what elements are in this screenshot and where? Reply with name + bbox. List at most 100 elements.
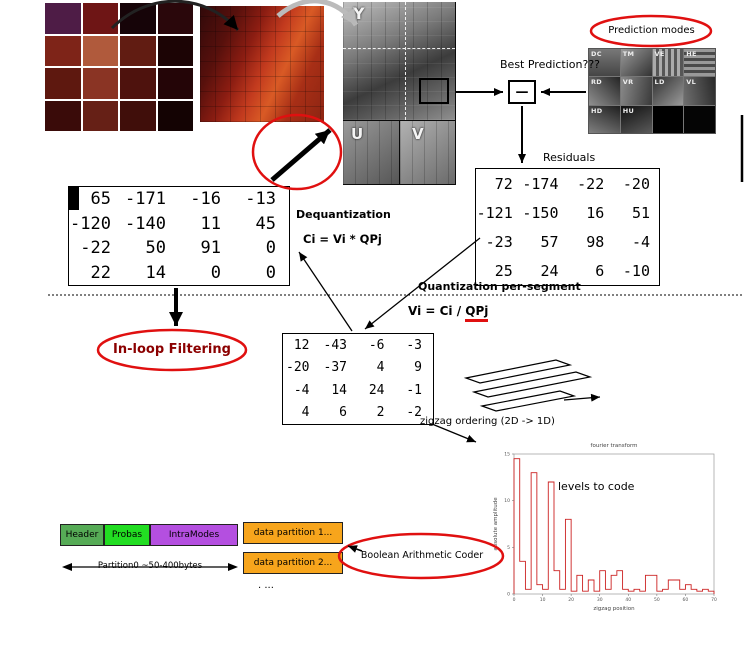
quantization-per-segment-label: Quantization per-segment [418,280,581,293]
matrix-cell: 51 [631,203,650,222]
prediction-modes-label: Prediction modes [608,25,695,36]
matrix-cell: -174 [522,174,559,193]
prediction-mode-cell-ve: VE [652,49,684,77]
matrix-row: -121 -150 16 51 [476,204,659,222]
prediction-mode-cell-empty [684,105,715,133]
image-tile [157,35,193,66]
matrix-cell: -23 [485,232,513,251]
prediction-mode-cell-hu: HU [620,105,652,133]
image-tile [157,3,193,34]
quantized-matrix: 12 -43 -6 -3 -20 -37 4 9 -4 14 24 -1 4 6 2 -2 [282,333,434,425]
inloop-filtering-label: In-loop Filtering [113,342,231,357]
matrix-cell: -150 [522,203,559,222]
prediction-mode-cell-empty [652,105,684,133]
image-tile [120,100,156,131]
selected-block-outline [419,78,449,104]
residuals-label: Residuals [543,151,596,164]
matrix-cell: -22 [80,238,111,259]
matrix-cell: 6 [339,405,347,421]
coefficients-chart: 0 10 20 30 40 50 60 70 0 5 10 15 fourier transform zi… [488,438,723,630]
matrix-cell: -13 [245,189,276,210]
prediction-mode-cell-ld: LD [652,77,684,105]
zigzag-ordering-label: zigzag ordering (2D -> 1D) [420,416,555,427]
matrix-cell: 22 [90,262,111,283]
svg-text:50: 50 [654,597,660,603]
matrix-cell: 14 [331,382,347,398]
matrix-cell: -10 [622,261,650,280]
matrix-cell: -22 [577,174,605,193]
v-plane-label: V [412,125,424,143]
data-partition-2-label: data partition 2... [253,558,333,568]
quantization-formula: Vi = Ci / QPj [408,304,489,322]
matrix-cell: 50 [145,238,166,259]
matrix-cell: 12 [293,337,310,353]
matrix-cell: -3 [406,337,422,353]
residuals-matrix: 72 -174 -22 -20 -121 -150 16 51 -23 57 98 -4 25 24 6 -1… [475,168,660,286]
zigzag-band-3 [479,390,577,412]
matrix-cell: 2 [376,405,385,421]
matrix-cell: -37 [323,360,347,376]
u-plane-image: U [343,121,399,184]
matrix-cell: -6 [368,337,385,353]
matrix-row: -20 -37 4 9 [283,360,433,375]
subtract-operator-box: — [508,80,536,104]
matrix-cell: 0 [265,238,276,259]
macroblock-zoom-image [200,6,324,122]
dequantization-label: Dequantization [296,208,391,221]
matrix-cell: 24 [540,261,559,280]
matrix-cell: -171 [125,189,166,210]
svg-text:15: 15 [504,452,510,458]
matrix-row: 4 6 2 -2 [283,405,433,420]
image-tile [82,68,118,99]
intramodes-label: IntraModes [168,530,220,540]
matrix-cell: -121 [476,203,513,222]
header-label: Header [65,530,99,540]
best-prediction-label: Best Prediction??? [500,58,601,71]
minus-sign: — [515,84,529,100]
levels-to-code-label: levels to code [558,480,635,493]
probas-label: Probas [111,530,143,540]
matrix-cell: -1 [406,382,422,398]
prediction-modes-grid: DC TM VE HE RD VR LD VL HD HU [588,48,716,134]
boolean-coder-label: Boolean Arithmetic Coder [360,550,484,561]
partition0-arrowhead-right [228,563,238,571]
svg-text:60: 60 [683,597,689,603]
matrix-cell: 9 [414,360,422,376]
image-tile [82,3,118,34]
matrix-corner-marker [69,187,79,210]
matrix-cell: 6 [595,261,605,280]
data-partition-2-box: data partition 2... [243,552,343,574]
svg-text:fourier transform: fourier transform [591,443,638,449]
matrix-cell: 24 [368,382,385,398]
zigzag-band-2 [471,371,593,398]
image-tile [82,35,118,66]
matrix-row: 25 24 6 -10 [476,262,659,280]
svg-text:5: 5 [507,545,510,551]
partition0-size-note: Partition0 ~50-400bytes [75,560,225,573]
more-partitions-ellipsis: . ... [258,580,274,591]
matrix-cell: 4 [301,405,310,421]
matrix-cell: 91 [200,238,221,259]
matrix-cell: -120 [70,213,111,234]
qp-underlined: QPj [465,304,489,322]
matrix-cell: 0 [265,262,276,283]
matrix-cell: 11 [200,213,221,234]
svg-text:40: 40 [625,597,631,603]
y-plane-image: Y [343,2,455,120]
zigzag-band-1 [463,359,573,384]
probas-partition-box: Probas [104,524,150,546]
svg-text:10: 10 [504,498,510,504]
levels-chart-plot: 0 10 20 30 40 50 60 70 0 5 10 15 fourier transform zi… [493,443,717,612]
source-image [45,3,193,131]
image-tile [45,3,81,34]
matrix-cell: -140 [125,213,166,234]
data-partition-1-box: data partition 1... [243,522,343,544]
matrix-cell: 14 [145,262,166,283]
image-tile [45,68,81,99]
red-ellipse-reconstruction [251,113,343,191]
matrix-row: 12 -43 -6 -3 [283,338,433,353]
y-plane-label: Y [353,4,365,23]
matrix-cell: 57 [540,232,559,251]
prediction-mode-cell-vl: VL [684,77,715,105]
matrix-cell: 72 [494,174,513,193]
